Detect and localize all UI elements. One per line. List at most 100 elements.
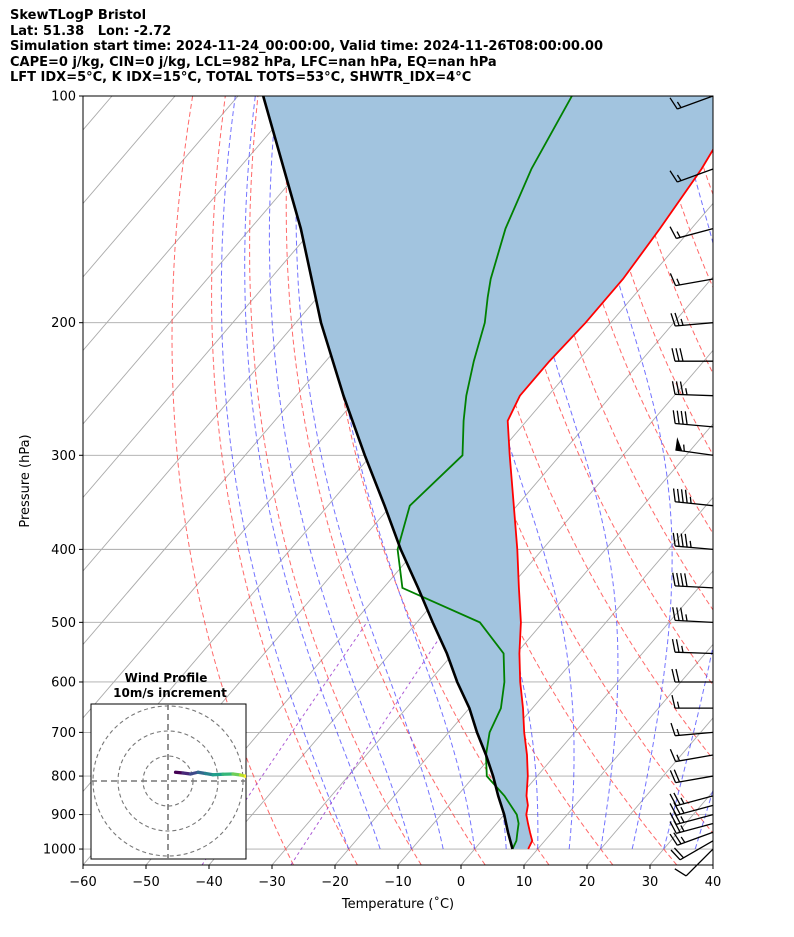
dry-adiabats <box>171 96 794 865</box>
wind-barb <box>671 668 713 683</box>
wind-barb <box>669 811 714 826</box>
y-tick-label: 700 <box>51 726 76 741</box>
wind-barb <box>671 638 714 655</box>
wind-barb <box>674 848 714 877</box>
wind-barb <box>669 769 714 784</box>
dry-adiabat-line <box>211 96 358 865</box>
wind-barb <box>670 840 714 861</box>
barb-feather <box>669 812 677 825</box>
time-line: Simulation start time: 2024-11-24_00:00:… <box>10 39 603 54</box>
x-axis-label: Temperature (˚C) <box>341 896 454 912</box>
barb-flag <box>675 437 683 451</box>
y-tick-label: 500 <box>51 616 76 631</box>
barb-staff <box>677 168 714 183</box>
barb-feather <box>673 792 681 805</box>
cape-cin-fill <box>263 96 713 849</box>
isotherm-line <box>460 570 713 865</box>
hodograph-subtitle: 10m/s increment <box>113 686 227 700</box>
parcel-path-line <box>261 96 514 850</box>
barb-staff <box>675 651 714 655</box>
barb-feather <box>675 348 680 362</box>
dry-adiabat-line <box>583 96 713 456</box>
barb-feather <box>684 489 688 504</box>
barb-feather <box>672 532 676 547</box>
wind-barb <box>671 695 713 709</box>
isotherm-line <box>83 96 239 278</box>
moist-adiabat-line <box>663 96 713 850</box>
barb-feather <box>684 573 688 587</box>
wind-barb <box>671 381 714 397</box>
moist-adiabat-line <box>244 96 381 850</box>
barb-feather <box>676 410 680 424</box>
dry-adiabat-line <box>485 96 713 686</box>
barb-feather <box>670 722 676 736</box>
dry-adiabat-line <box>285 96 486 865</box>
wind-barb <box>670 312 714 327</box>
barb-staff <box>676 804 714 816</box>
x-tick-label: −10 <box>384 875 411 890</box>
hodograph-inset: Wind Profile 10m/s increment <box>90 671 247 860</box>
barb-half-feather <box>681 645 684 653</box>
isotherm-line <box>208 276 713 865</box>
barb-feather <box>675 381 680 395</box>
wind-barb <box>669 802 714 816</box>
barb-staff <box>675 449 714 456</box>
barb-feather <box>669 803 677 816</box>
dry-adiabat-line <box>453 96 713 760</box>
x-tick-label: 10 <box>516 875 533 890</box>
barb-feather <box>684 533 688 548</box>
barb-half-feather <box>683 444 685 452</box>
dry-adiabat-line <box>249 96 422 865</box>
barb-staff <box>675 422 714 428</box>
barb-half-feather <box>676 101 682 108</box>
barb-feather <box>676 488 680 503</box>
barb-feather <box>672 410 676 424</box>
barb-half-feather <box>676 754 681 762</box>
barb-feather <box>669 821 677 834</box>
barb-feather <box>669 793 677 807</box>
barb-feather <box>676 572 680 587</box>
dry-adiabat-line <box>518 96 713 611</box>
barb-half-feather <box>676 728 680 736</box>
barb-half-feather <box>676 278 681 286</box>
barb-feather <box>670 313 676 327</box>
dewpoint-line <box>396 96 573 850</box>
barb-half-feather <box>685 614 688 622</box>
hodograph-title: Wind Profile <box>125 671 208 685</box>
wind-barb <box>672 607 714 624</box>
wind-barb <box>672 532 714 551</box>
barb-feather <box>669 749 677 762</box>
barb-feather <box>671 695 676 709</box>
chart-header: SkewTLogP Bristol Lat: 51.38 Lon: -2.72 Si… <box>10 8 603 86</box>
wind-barb <box>670 722 714 737</box>
barb-feather <box>674 868 687 877</box>
barb-half-feather <box>680 806 685 814</box>
wind-barb <box>669 749 714 763</box>
temperature-line <box>506 148 713 850</box>
barb-feather <box>669 226 677 239</box>
moist-adiabat-line <box>268 96 413 850</box>
wind-barb <box>671 348 713 362</box>
moist-adiabat-line <box>295 96 444 850</box>
x-tick-label: 30 <box>642 875 659 890</box>
barb-half-feather <box>689 496 692 504</box>
y-tick-label: 600 <box>51 675 76 690</box>
x-tick-label: 40 <box>705 875 722 890</box>
barb-feather <box>672 572 676 587</box>
indices-line: LFT IDX=5°C, K IDX=15°C, TOTAL TOTS=53°C… <box>10 70 472 85</box>
wind-barb <box>669 95 714 110</box>
x-tick-label: 0 <box>457 875 465 890</box>
wind-barb <box>672 572 714 589</box>
barb-half-feather <box>685 388 688 395</box>
y-tick-label: 1000 <box>43 843 76 858</box>
y-tick-label: 400 <box>51 543 76 558</box>
wind-barb <box>669 273 714 287</box>
dry-adiabat-line <box>715 96 794 865</box>
y-tick-label: 100 <box>51 90 76 105</box>
barb-half-feather <box>676 231 681 238</box>
isotherm-line <box>271 349 713 865</box>
barb-staff <box>675 775 714 784</box>
moist-adiabat-line <box>500 96 619 850</box>
x-tick-label: −60 <box>69 875 96 890</box>
wind-barb <box>669 820 714 835</box>
